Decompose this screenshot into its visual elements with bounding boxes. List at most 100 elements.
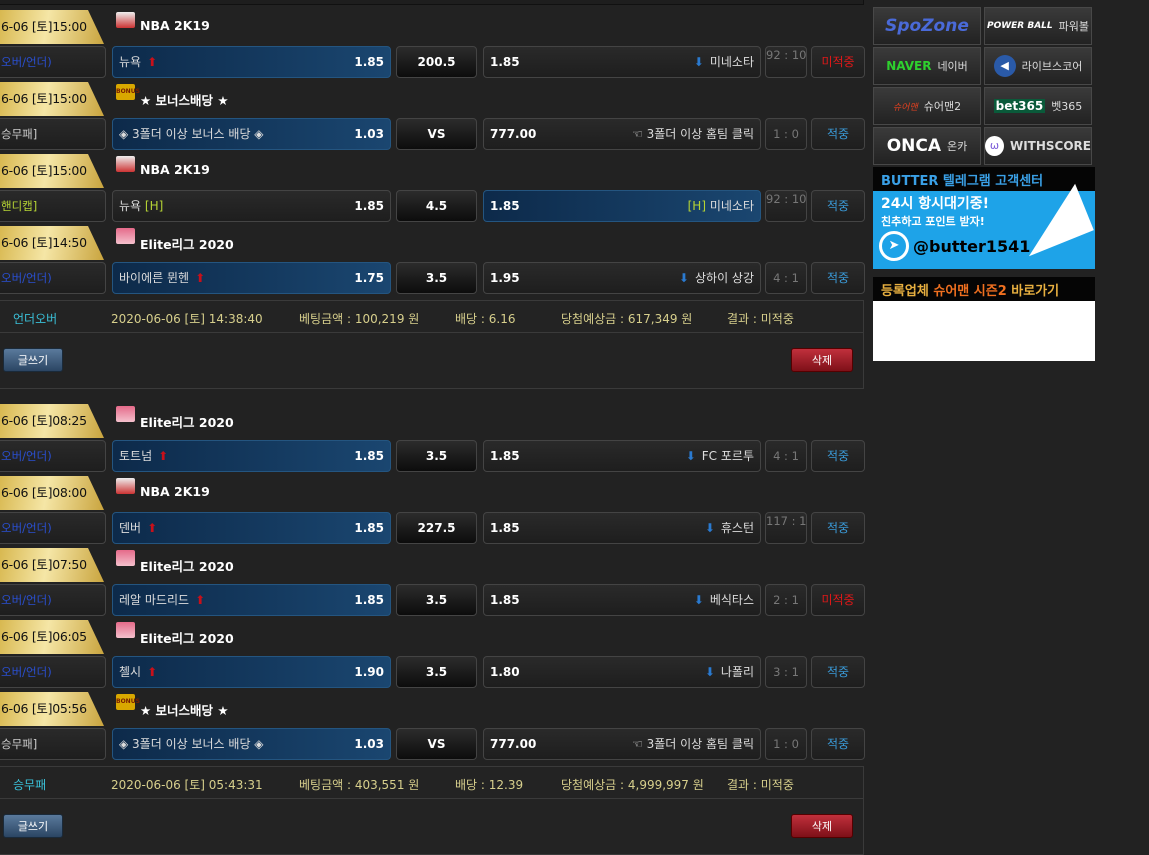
away-bet-button[interactable]: 1.85 ⬇ 미네소타	[483, 46, 761, 78]
site-label: 온카	[947, 140, 968, 153]
home-bet-button[interactable]: 바이에른 뮌헨 ⬆ 1.75	[112, 262, 391, 294]
write-button[interactable]: 글쓰기	[3, 814, 63, 838]
bonus-league-icon: BONUS	[116, 694, 140, 710]
draw-handicap-button[interactable]: 3.5	[396, 656, 477, 688]
sidebar-link-withscore[interactable]: ω WITHSCORE	[984, 127, 1092, 165]
home-bet-button[interactable]: ◈ 3폴더 이상 보너스 배당 ◈ 1.03	[112, 728, 391, 760]
away-bet-button[interactable]: 777.00 ☜ 3폴더 이상 홈팀 클릭	[483, 118, 761, 150]
site-label: 라이브스코어	[1021, 60, 1083, 73]
draw-handicap-button[interactable]: 4.5	[396, 190, 477, 222]
delete-button[interactable]: 삭제	[791, 814, 853, 838]
home-odds: 1.03	[354, 737, 384, 751]
arrow-up-icon: ⬆	[147, 665, 158, 679]
home-bet-button[interactable]: ◈ 3폴더 이상 보너스 배당 ◈ 1.03	[112, 118, 391, 150]
away-odds: 1.85	[490, 199, 520, 213]
summary-result: 결과 : 미적중	[727, 312, 794, 326]
site-label: 파워볼	[1058, 20, 1090, 33]
game-row: 6-06 [토]07:50 Elite리그 2020 오버/언더) 레알 마드리드 ⬆ 1…	[0, 548, 868, 620]
summary-bet: 베팅금액 : 403,551 원	[299, 778, 420, 792]
bet-type: 오버/언더)	[0, 656, 106, 688]
sidebar-link-슈어맨2[interactable]: 슈어맨 슈어맨2	[873, 87, 981, 125]
top-border	[0, 0, 864, 5]
game-row: 6-06 [토]08:25 Elite리그 2020 오버/언더) 토트넘 ⬆ 1.85 3…	[0, 404, 868, 476]
away-team-wrap: ⬇ 나폴리	[705, 657, 754, 687]
away-bet-button[interactable]: 1.95 ⬇ 상하이 상강	[483, 262, 761, 294]
elite-league-icon	[116, 622, 135, 638]
away-bet-button[interactable]: 1.80 ⬇ 나폴리	[483, 656, 761, 688]
bet-summary: 승무패 2020-06-06 [토] 05:43:31 베팅금액 : 403,551…	[0, 766, 864, 855]
summary-datetime: 2020-06-06 [토] 05:43:31	[111, 778, 263, 792]
sidebar-link-벳365[interactable]: bet365 벳365	[984, 87, 1092, 125]
away-bet-button[interactable]: 1.85 ⬇ 휴스턴	[483, 512, 761, 544]
home-team: 레알 마드리드	[119, 593, 190, 607]
bet-type: 오버/언더)	[0, 440, 106, 472]
sidebar-link-spozone[interactable]: SpoZone	[873, 7, 981, 45]
arrow-down-icon: ⬇	[693, 593, 704, 607]
away-team: 휴스턴	[720, 521, 754, 535]
sidebar-link-라이브스코어[interactable]: ◀ 라이브스코어	[984, 47, 1092, 85]
game-row: 6-06 [토]08:00 NBA 2K19 오버/언더) 덴버 ⬆ 1.85 227.5 1…	[0, 476, 868, 548]
site-logo: ω	[985, 136, 1004, 156]
match-time: 6-06 [토]06:05	[0, 620, 104, 654]
home-team: ◈ 3폴더 이상 보너스 배당 ◈	[119, 737, 264, 751]
home-bet-button[interactable]: 레알 마드리드 ⬆ 1.85	[112, 584, 391, 616]
away-team-wrap: ☜ 3폴더 이상 홈팀 클릭	[632, 119, 754, 149]
bet-type: 오버/언더)	[0, 46, 106, 78]
away-team-wrap: ⬇ FC 포르투	[686, 441, 754, 471]
away-bet-button[interactable]: 1.85 ⬇ 베식타스	[483, 584, 761, 616]
draw-handicap-button[interactable]: 3.5	[396, 440, 477, 472]
draw-handicap-button[interactable]: 3.5	[396, 584, 477, 616]
draw-handicap-button[interactable]: 227.5	[396, 512, 477, 544]
telegram-icon: ➤	[879, 231, 909, 261]
handicap-marker: [H]	[141, 199, 164, 213]
home-odds: 1.85	[354, 521, 384, 535]
match-time: 6-06 [토]15:00	[0, 82, 104, 116]
result-badge: 적중	[811, 118, 865, 150]
reg-prefix: 등록업체	[881, 284, 929, 299]
summary-expected: 당첨예상금 : 617,349 원	[561, 312, 693, 326]
away-team-wrap: ⬇ 베식타스	[694, 585, 754, 615]
home-bet-button[interactable]: 토트넘 ⬆ 1.85	[112, 440, 391, 472]
game-row: 6-06 [토]06:05 Elite리그 2020 오버/언더) 첼시 ⬆ 1.90 3.…	[0, 620, 868, 692]
home-bet-button[interactable]: 뉴욕 ⬆ 1.85	[112, 46, 391, 78]
site-label: 벳365	[1051, 100, 1083, 113]
draw-handicap-button[interactable]: VS	[396, 118, 477, 150]
away-team-wrap: ☜ 3폴더 이상 홈팀 클릭	[632, 729, 754, 759]
site-logo: bet365	[993, 99, 1046, 113]
home-bet-button[interactable]: 덴버 ⬆ 1.85	[112, 512, 391, 544]
away-bet-button[interactable]: 1.85 [H] 미네소타	[483, 190, 761, 222]
away-team: 상하이 상강	[694, 271, 754, 285]
registered-site-banner[interactable]: 등록업체 슈어맨 시즌2 바로가기	[873, 277, 1095, 361]
sidebar-link-파워볼[interactable]: POWER BALL 파워볼	[984, 7, 1092, 45]
sidebar-link-네이버[interactable]: NAVER 네이버	[873, 47, 981, 85]
away-odds: 1.95	[490, 271, 520, 285]
result-badge: 적중	[811, 656, 865, 688]
bet-type: 승무패]	[0, 728, 106, 760]
sidebar-link-온카[interactable]: ONCA 온카	[873, 127, 981, 165]
telegram-banner[interactable]: BUTTER 텔레그램 고객센터 24시 항시대기중! 친추하고 포인트 받자!…	[873, 167, 1095, 269]
score: 2 : 1	[765, 584, 807, 616]
away-odds: 1.85	[490, 449, 520, 463]
arrow-up-icon: ⬆	[147, 521, 158, 535]
bet-type: 오버/언더)	[0, 584, 106, 616]
home-bet-button[interactable]: 첼시 ⬆ 1.90	[112, 656, 391, 688]
home-bet-button[interactable]: 뉴욕 [H] 1.85	[112, 190, 391, 222]
arrow-down-icon: ⬇	[685, 449, 696, 463]
delete-button[interactable]: 삭제	[791, 348, 853, 372]
draw-handicap-button[interactable]: VS	[396, 728, 477, 760]
site-label: 네이버	[937, 60, 968, 73]
score: 3 : 1	[765, 656, 807, 688]
match-time: 6-06 [토]08:00	[0, 476, 104, 510]
write-button[interactable]: 글쓰기	[3, 348, 63, 372]
away-bet-button[interactable]: 1.85 ⬇ FC 포르투	[483, 440, 761, 472]
away-bet-button[interactable]: 777.00 ☜ 3폴더 이상 홈팀 클릭	[483, 728, 761, 760]
match-time: 6-06 [토]07:50	[0, 548, 104, 582]
draw-handicap-button[interactable]: 3.5	[396, 262, 477, 294]
away-team-wrap: ⬇ 미네소타	[694, 47, 754, 77]
reg-highlight: 슈어맨 시즌2	[933, 284, 1007, 299]
summary-datetime: 2020-06-06 [토] 14:38:40	[111, 312, 263, 326]
match-time: 6-06 [토]15:00	[0, 10, 104, 44]
home-team: 덴버	[119, 521, 142, 535]
arrow-up-icon: ⬆	[195, 271, 206, 285]
draw-handicap-button[interactable]: 200.5	[396, 46, 477, 78]
